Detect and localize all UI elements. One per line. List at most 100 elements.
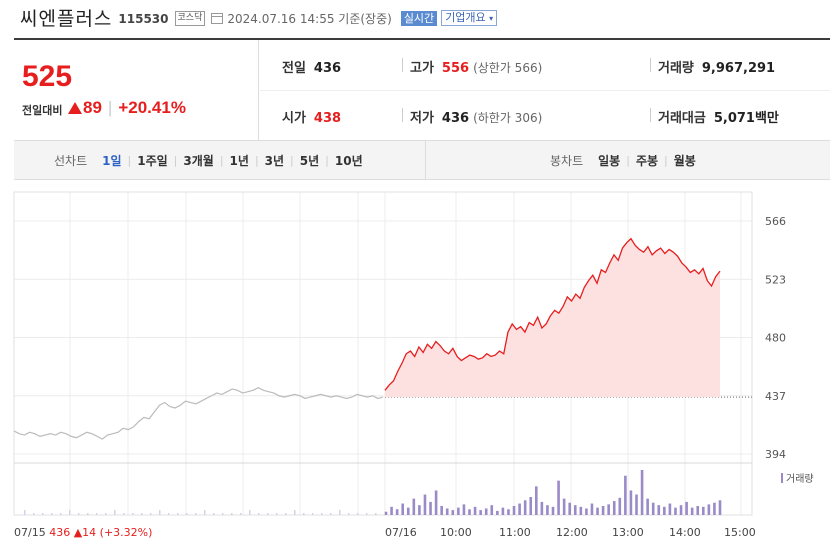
volume-bar-32 <box>562 498 566 515</box>
trade-amount: 거래대금 5,071백만 <box>658 111 779 126</box>
volume-bar-54 <box>685 501 688 515</box>
volume-bar-35 <box>579 506 583 515</box>
volume-bar-56 <box>696 506 700 515</box>
volume-bar-8 <box>429 501 432 515</box>
calendar-icon <box>211 13 224 24</box>
volume-bar-10 <box>440 506 443 515</box>
volume-bar-39 <box>601 506 605 515</box>
prev-volume-bar-8 <box>96 513 98 515</box>
prev-volume-bar-21 <box>213 513 215 515</box>
tab-line-period-6[interactable]: 10년 <box>334 153 363 168</box>
y-tick-2: 480 <box>765 332 786 345</box>
tab-candle-period-2[interactable]: 월봉 <box>673 153 696 168</box>
volume-bar-2 <box>395 509 399 515</box>
volume-bar-40 <box>607 504 610 515</box>
prev-volume-bar-6 <box>78 513 80 515</box>
prev-volume-bar-14 <box>150 513 152 515</box>
prev-day-part-3: (+3.32%) <box>96 526 152 539</box>
prev-volume-bar-17 <box>177 513 179 515</box>
stock-name[interactable]: 씨엔플러스 <box>20 7 113 30</box>
tab-line-period-1[interactable]: 1주일 <box>137 153 168 168</box>
x-label-4: 13:00 <box>612 526 644 539</box>
volume-bar-45 <box>635 494 638 515</box>
tab-line-period-4[interactable]: 3년 <box>264 153 285 168</box>
change-value: 89 <box>83 98 102 117</box>
volume-bar-31 <box>557 480 560 515</box>
volume-bar-42 <box>618 497 622 515</box>
volume-bar-55 <box>690 507 694 515</box>
volume-bar-33 <box>568 502 571 515</box>
volume-bar-19 <box>490 505 494 515</box>
prev-volume-bar-22 <box>222 513 224 515</box>
realtime-button[interactable]: 실시간 <box>400 10 438 26</box>
prev-volume-bar-27 <box>267 513 269 515</box>
change-label: 전일대비 <box>22 104 63 117</box>
volume-bar-50 <box>663 506 666 515</box>
prev-volume-bar-19 <box>195 513 197 515</box>
x-label-0: 07/16 <box>385 526 417 539</box>
tab-candle-period-0[interactable]: 일봉 <box>598 153 621 168</box>
prev-volume-bar-2 <box>42 513 44 515</box>
up-triangle-icon <box>68 102 82 114</box>
volume-bar-12 <box>451 510 455 515</box>
volume-bar-49 <box>657 505 661 515</box>
prev-volume-bar-36 <box>348 513 350 515</box>
y-tick-3: 437 <box>765 390 786 403</box>
high-price: 고가 556 (상한가 566) <box>410 61 543 76</box>
volume-bar-48 <box>651 502 655 515</box>
prev-day-part-0: 07/15 <box>14 526 46 539</box>
volume-legend-swatch <box>781 473 783 483</box>
volume-bar-3 <box>401 503 404 515</box>
open-price: 시가 438 <box>282 111 342 126</box>
volume-bar-43 <box>624 475 627 515</box>
stock-header: 씨엔플러스 115530 코스닥 2024.07.16 14:55 기준(장중)… <box>20 5 498 30</box>
tab-candle-period-1[interactable]: 주봉 <box>635 153 659 168</box>
stock-code: 115530 <box>118 12 169 26</box>
volume: 거래량 9,967,291 <box>658 61 776 76</box>
tab-line-period-5[interactable]: 5년 <box>299 153 320 168</box>
volume-bar-41 <box>612 501 616 515</box>
volume-bar-24 <box>518 503 521 515</box>
x-label-6: 15:00 <box>724 526 756 539</box>
volume-bar-23 <box>512 506 516 515</box>
volume-bar-59 <box>713 502 716 515</box>
tab-line-period-2[interactable]: 3개월 <box>183 153 214 168</box>
volume-bar-52 <box>674 507 677 515</box>
line-chart-tabs: 선차트 1일 | 1주일 | 3개월 | 1년 | 3년 | 5년 | 10년 <box>54 141 366 179</box>
prev-volume-bar-20 <box>204 510 206 515</box>
tab-line-period-0[interactable]: 1일 <box>102 153 122 168</box>
volume-bar-34 <box>573 505 577 515</box>
price-change: 89 | +20.41% <box>68 98 186 118</box>
prev-volume-bar-26 <box>258 513 260 515</box>
tab-line-period-3[interactable]: 1년 <box>229 153 249 168</box>
quote-board: 525 전일대비 89 | +20.41% 전일 436 고가 556 (상한가 566)… <box>14 38 830 183</box>
prev-volume-bar-34 <box>330 513 332 515</box>
volume-bar-1 <box>390 506 393 515</box>
volume-bar-58 <box>707 504 711 515</box>
volume-bar-20 <box>496 510 499 515</box>
prev-volume-bar-18 <box>186 513 188 515</box>
prev-day-part-1: 436 <box>46 526 71 539</box>
volume-bar-0 <box>384 511 388 515</box>
prev-volume-bar-24 <box>240 513 242 515</box>
volume-bar-37 <box>590 503 594 515</box>
x-label-1: 10:00 <box>440 526 472 539</box>
y-tick-1: 523 <box>765 273 786 286</box>
prev-volume-bar-15 <box>159 510 161 515</box>
prev-volume-bar-1 <box>33 513 35 515</box>
y-tick-4: 394 <box>765 448 786 461</box>
corp-info-dropdown[interactable]: 기업개요 ▾ <box>441 10 498 26</box>
prev-volume-bar-4 <box>60 513 62 515</box>
prev-volume-bar-37 <box>357 513 359 515</box>
prev-day-summary: 07/15 436 ▲14 (+3.32%) <box>14 526 152 539</box>
prev-volume-bar-31 <box>303 513 305 515</box>
volume-bar-26 <box>529 497 533 515</box>
volume-bar-46 <box>640 470 644 515</box>
low-price: 저가 436 (하한가 306) <box>410 111 543 126</box>
candle-chart-title: 봉차트 <box>550 153 584 168</box>
chevron-down-icon: ▾ <box>489 14 494 23</box>
prev-volume-bar-25 <box>249 510 251 515</box>
volume-bar-21 <box>501 507 505 515</box>
prev-volume-bar-11 <box>123 513 125 515</box>
